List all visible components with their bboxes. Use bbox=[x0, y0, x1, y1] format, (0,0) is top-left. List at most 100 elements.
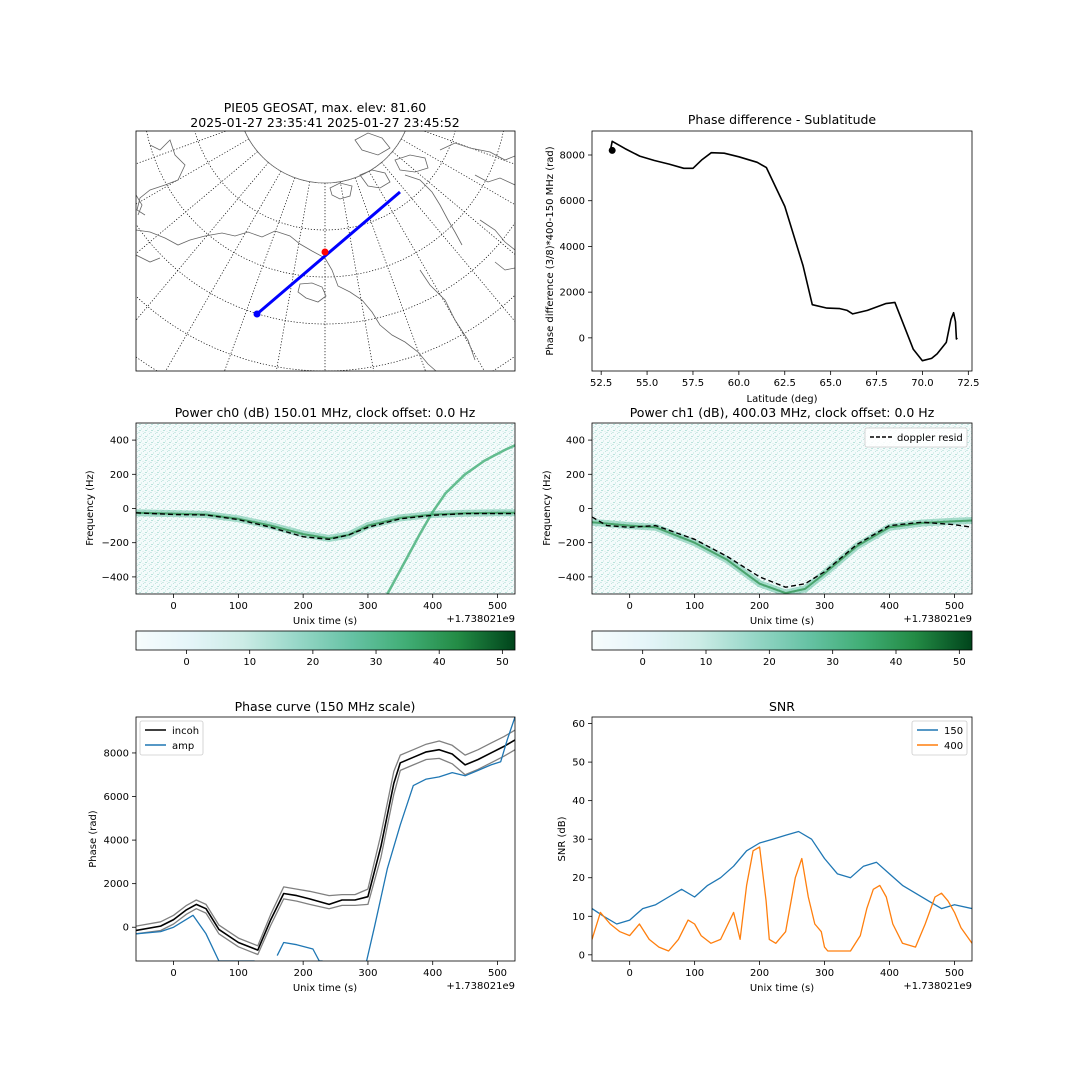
snr-offset: +1.738021e9 bbox=[903, 981, 972, 992]
legend-doppler-label: doppler resid bbox=[897, 433, 963, 444]
track-line bbox=[256, 190, 401, 316]
phase-curve-ytick-label: 6000 bbox=[104, 792, 129, 803]
h1-ytick-label: 200 bbox=[566, 470, 585, 481]
phase-sublat-ytick-label: 6000 bbox=[560, 196, 585, 207]
phase-diff-line bbox=[609, 140, 958, 362]
power-ch0-xticks: 0 100 200 300 400 500 bbox=[170, 594, 507, 612]
snr-panel: SNR 150 400 0 100 200 300 400 500 0 10 20 30 40 50… bbox=[557, 699, 973, 994]
phase-curve-xtick-label: 0 bbox=[170, 968, 176, 979]
phase-sublat-frame bbox=[591, 130, 973, 372]
h0-doppler-resid-line bbox=[136, 512, 515, 540]
map-meridian bbox=[401, 138, 515, 206]
legend-400-label: 400 bbox=[944, 741, 963, 752]
phase-sublat-xtick-label: 52.5 bbox=[590, 378, 612, 389]
h1-xtick-label: 200 bbox=[750, 601, 769, 612]
map-graticule bbox=[136, 131, 515, 371]
phase-curve-incoh-line bbox=[136, 739, 515, 951]
snr-yticks: 0 10 20 30 40 50 60 bbox=[572, 719, 592, 961]
h0-ytick-label: 200 bbox=[110, 470, 129, 481]
phase-curve-amp-mid-line bbox=[276, 941, 323, 961]
snr-xlabel: Unix time (s) bbox=[750, 983, 814, 994]
map-meridian bbox=[136, 162, 269, 321]
satellite-ground-track bbox=[253, 190, 401, 318]
h0-xtick-label: 100 bbox=[229, 601, 248, 612]
phase-sublat-xtick-label: 72.5 bbox=[957, 378, 979, 389]
snr-title: SNR bbox=[769, 699, 795, 714]
phase-sublat-panel: Phase difference - Sublatitude 52.5 55.0 5… bbox=[545, 112, 979, 405]
h1-colorbar-tick-label: 40 bbox=[890, 657, 903, 668]
h0-xtick-label: 300 bbox=[358, 601, 377, 612]
phase-sublat-yticks: 0 2000 4000 6000 8000 bbox=[560, 151, 592, 344]
map-meridian bbox=[165, 171, 282, 371]
phase-curve-ytick-label: 4000 bbox=[104, 836, 129, 847]
phase-curve-ytick-label: 2000 bbox=[104, 879, 129, 890]
snr-ytick-label: 50 bbox=[572, 758, 585, 769]
snr-xtick-label: 100 bbox=[685, 968, 704, 979]
snr-xtick-label: 400 bbox=[880, 968, 899, 979]
h1-colorbar-tick-label: 20 bbox=[763, 657, 776, 668]
h0-colorbar-tick-label: 20 bbox=[306, 657, 319, 668]
phase-sublat-ytick-label: 2000 bbox=[560, 288, 585, 299]
phase-sublat-xtick-label: 67.5 bbox=[865, 378, 887, 389]
power-ch0-colorbar-ticks: 0 10 20 30 40 50 bbox=[183, 650, 509, 668]
h1-doppler-resid-line bbox=[592, 516, 972, 588]
legend-incoh-label: incoh bbox=[172, 726, 199, 737]
h1-xtick-label: 500 bbox=[945, 601, 964, 612]
phase-curve-panel: Phase curve (150 MHz scale) incoh amp 0 1… bbox=[88, 699, 516, 994]
map-meridian bbox=[339, 181, 375, 371]
phase-sublat-xticks: 52.5 55.0 57.5 60.0 62.5 65.0 67.5 70.0 72.5 bbox=[590, 371, 979, 389]
station-marker bbox=[321, 248, 329, 256]
h0-ytick-label: −200 bbox=[102, 538, 129, 549]
map-meridian bbox=[136, 131, 228, 165]
power-ch0-ylabel: Frequency (Hz) bbox=[85, 470, 96, 546]
h1-ytick-label: 0 bbox=[579, 504, 585, 515]
map-meridian bbox=[354, 177, 426, 371]
phase-curve-xtick-label: 200 bbox=[294, 968, 313, 979]
map-frame bbox=[135, 130, 516, 372]
phase-sublat-ytick-label: 8000 bbox=[560, 151, 585, 162]
h1-xtick-label: 0 bbox=[626, 601, 632, 612]
h1-colorbar-tick-label: 0 bbox=[639, 657, 645, 668]
snr-series-150-line bbox=[592, 830, 972, 925]
phase-sublat-xtick-label: 60.0 bbox=[728, 378, 750, 389]
snr-series-400-line bbox=[592, 846, 972, 952]
power-ch1-xlabel: Unix time (s) bbox=[750, 616, 814, 627]
h1-colorbar-tick-label: 10 bbox=[700, 657, 713, 668]
phase-curve-xticks: 0 100 200 300 400 500 bbox=[170, 961, 507, 979]
h0-colorbar-tick-label: 0 bbox=[183, 657, 189, 668]
h1-colorbar-tick-label: 30 bbox=[826, 657, 839, 668]
power-ch1-yticks: 400 200 0 −200 −400 bbox=[558, 436, 592, 583]
power-ch1-ylabel: Frequency (Hz) bbox=[542, 470, 553, 546]
power-ch1-noise-field bbox=[592, 423, 972, 594]
map-panel: PIE05 GEOSAT, max. elev: 81.60 2025-01-2… bbox=[135, 100, 516, 372]
power-ch1-offset: +1.738021e9 bbox=[903, 614, 972, 625]
snr-ytick-label: 10 bbox=[572, 912, 585, 923]
snr-ytick-label: 20 bbox=[572, 873, 585, 884]
phase-sublat-title: Phase difference - Sublatitude bbox=[688, 112, 877, 127]
phase-curve-ytick-label: 0 bbox=[123, 923, 129, 934]
power-ch0-title: Power ch0 (dB) 150.01 MHz, clock offset:… bbox=[175, 405, 476, 420]
h0-colorbar-tick-label: 50 bbox=[496, 657, 509, 668]
snr-ytick-label: 40 bbox=[572, 796, 585, 807]
phase-diff-start-marker bbox=[608, 146, 616, 154]
h1-xtick-label: 300 bbox=[815, 601, 834, 612]
phase-sublat-ytick-label: 4000 bbox=[560, 242, 585, 253]
phase-curve-xlabel: Unix time (s) bbox=[293, 983, 357, 994]
h1-ytick-label: 400 bbox=[566, 436, 585, 447]
h1-colorbar-tick-label: 50 bbox=[953, 657, 966, 668]
h1-ytick-label: −400 bbox=[558, 572, 585, 583]
h0-xtick-label: 400 bbox=[423, 601, 442, 612]
h0-interference-trace bbox=[386, 444, 515, 594]
power-ch1-title: Power ch1 (dB), 400.03 MHz, clock offset… bbox=[630, 405, 935, 420]
map-title-line2: 2025-01-27 23:35:41 2025-01-27 23:45:52 bbox=[190, 115, 460, 130]
h1-xtick-label: 400 bbox=[880, 601, 899, 612]
map-meridian bbox=[422, 131, 515, 165]
power-ch1-xticks: 0 100 200 300 400 500 bbox=[626, 594, 964, 612]
map-meridian bbox=[392, 151, 515, 255]
phase-sublat-xtick-label: 65.0 bbox=[820, 378, 842, 389]
phase-sublat-xtick-label: 57.5 bbox=[682, 378, 704, 389]
legend-150-label: 150 bbox=[944, 726, 963, 737]
phase-sublat-xtick-label: 62.5 bbox=[774, 378, 796, 389]
phase-sublat-xtick-label: 70.0 bbox=[911, 378, 933, 389]
